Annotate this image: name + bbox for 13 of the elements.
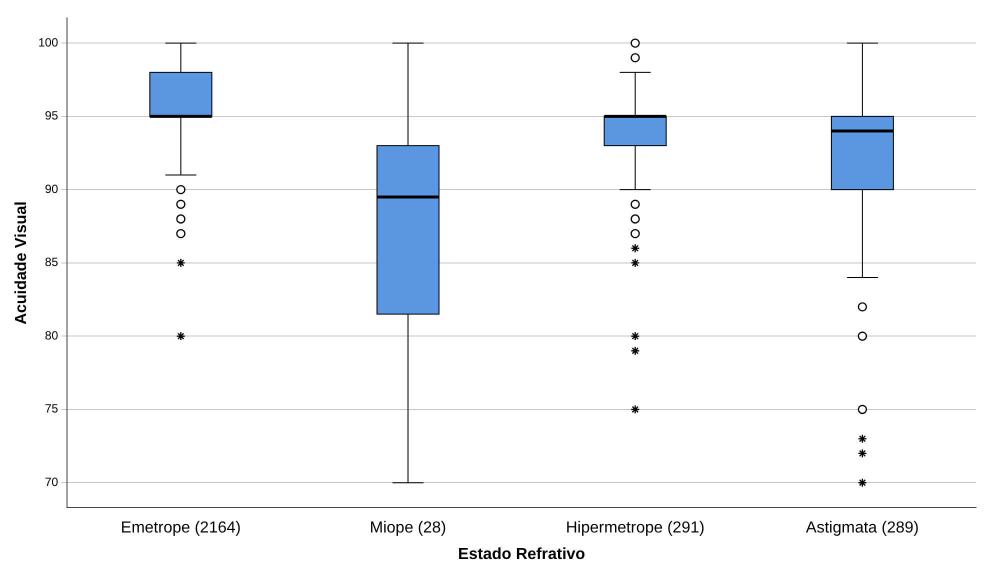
y-tick-label: 80 xyxy=(44,328,59,342)
x-tick-label: Hipermetrope (291) xyxy=(566,520,705,537)
x-tick-label: Miope (28) xyxy=(370,520,446,537)
x-axis-title: Estado Refrativo xyxy=(458,546,586,563)
x-tick-label: Astigmata (289) xyxy=(806,520,919,537)
x-tick-label: Emetrope (2164) xyxy=(120,520,241,537)
y-tick-label: 90 xyxy=(44,182,59,196)
y-axis-title: Acuidade Visual xyxy=(13,201,30,325)
y-tick-label: 100 xyxy=(38,35,59,50)
y-tick-label: 85 xyxy=(44,255,59,270)
y-tick-label: 95 xyxy=(44,108,59,123)
y-tick-label: 70 xyxy=(44,475,59,490)
y-tick-label: 75 xyxy=(44,402,59,416)
